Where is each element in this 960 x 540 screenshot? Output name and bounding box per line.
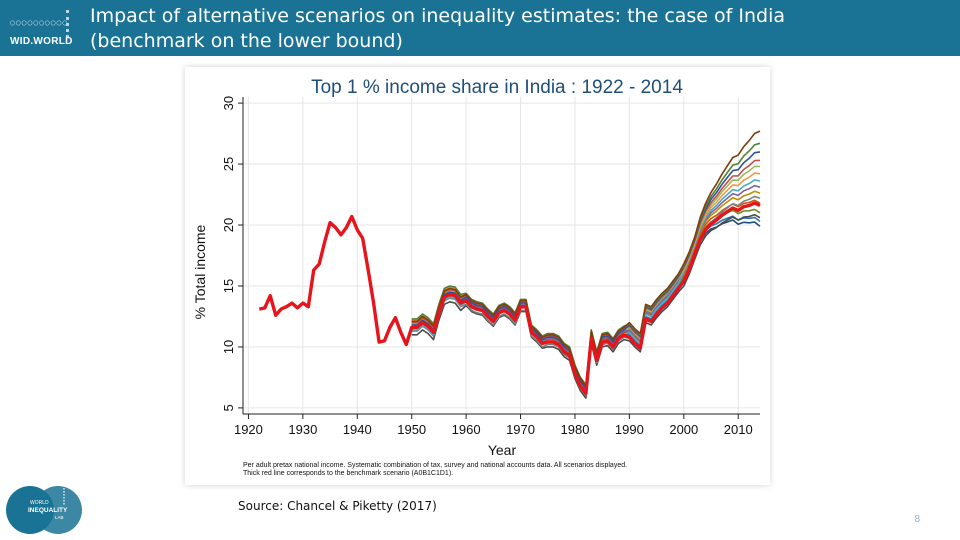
x-tick-label: 1970 — [506, 422, 535, 437]
slide-header: ○○○○○○○○○○ WID.WORLD Impact of alternati… — [0, 0, 960, 56]
y-tick-label: 30 — [221, 96, 236, 110]
lab-logo-circle-right — [34, 486, 82, 534]
x-tick-label: 1940 — [343, 422, 372, 437]
benchmark-line-group — [258, 201, 761, 395]
wid-world-logo: ○○○○○○○○○○ WID.WORLD — [4, 4, 78, 52]
scenario-line — [411, 130, 761, 387]
income-share-chart: Top 1 % income share in India : 1922 - 2… — [192, 77, 761, 458]
chart-note: Per adult pretax national income. System… — [243, 462, 763, 478]
logo-text: WID.WORLD — [10, 36, 73, 47]
x-tick-label: 1950 — [397, 422, 426, 437]
lab-logo-line1: WORLD — [30, 500, 49, 506]
x-tick-label: 1990 — [615, 422, 644, 437]
grid-lines — [243, 97, 760, 414]
scenario-line — [411, 159, 761, 389]
logo-dots-icon: ○○○○○○○○○○ — [10, 18, 69, 27]
scenario-line — [411, 184, 761, 391]
axes: 5 10 15 20 25 30 1920 1930 1940 1950 1960 1970 1980 1… — [221, 96, 760, 437]
y-tick-label: 20 — [221, 218, 236, 232]
slide-title: Impact of alternative scenarios on inequ… — [90, 4, 850, 54]
chart-panel: Top 1 % income share in India : 1922 - 2… — [185, 67, 770, 485]
scenario-line — [411, 151, 761, 390]
y-tick-label: 5 — [221, 404, 236, 411]
x-axis-label: Year — [488, 442, 517, 458]
y-axis-label: % Total income — [192, 224, 208, 319]
benchmark-line — [258, 201, 761, 395]
lab-logo-line2: INEQUALITY — [28, 507, 68, 514]
y-tick-label: 25 — [221, 157, 236, 171]
scenario-line — [411, 213, 761, 399]
scenario-line — [411, 142, 761, 386]
x-tick-label: 1960 — [452, 422, 481, 437]
page-number: 8 — [914, 514, 920, 525]
y-tick-label: 10 — [221, 340, 236, 354]
chart-note-line1: Per adult pretax national income. System… — [243, 462, 628, 469]
slide-title-line2: (benchmark on the lower bound) — [90, 30, 403, 52]
logo-bar-icon — [66, 10, 72, 38]
chart-title: Top 1 % income share in India : 1922 - 2… — [311, 77, 683, 98]
chart-note-line2: Thick red line corresponds to the benchm… — [243, 470, 454, 477]
y-tick-label: 15 — [221, 279, 236, 293]
x-tick-label: 2010 — [724, 422, 753, 437]
x-tick-label: 1930 — [288, 422, 317, 437]
scenario-line — [411, 190, 761, 387]
x-tick-label: 1980 — [561, 422, 590, 437]
x-tick-label: 1920 — [234, 422, 263, 437]
lab-logo-line3: LAB — [55, 515, 64, 520]
source-text: Source: Chancel & Piketty (2017) — [238, 499, 437, 513]
scenario-lines — [411, 130, 761, 399]
x-tick-label: 2000 — [669, 422, 698, 437]
world-inequality-lab-logo: WORLD INEQUALITY LAB — [6, 486, 82, 534]
slide-title-line1: Impact of alternative scenarios on inequ… — [90, 5, 786, 27]
